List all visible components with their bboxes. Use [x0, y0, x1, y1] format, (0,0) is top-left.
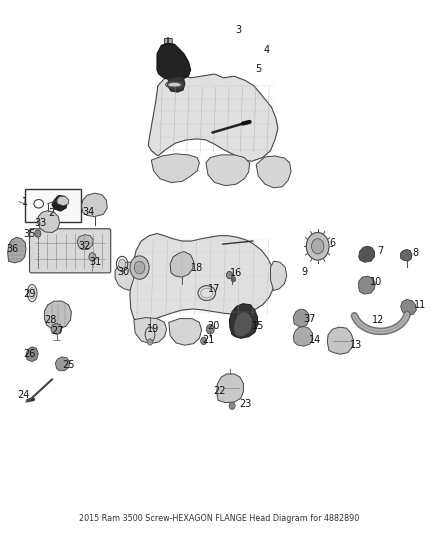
Text: 26: 26 [23, 349, 35, 359]
Text: 14: 14 [309, 335, 321, 345]
Text: 27: 27 [51, 326, 64, 336]
Text: 1: 1 [21, 197, 28, 207]
Text: 13: 13 [350, 340, 363, 350]
Text: 31: 31 [90, 257, 102, 267]
Polygon shape [8, 237, 26, 263]
Polygon shape [293, 327, 313, 346]
Text: 24: 24 [17, 390, 30, 400]
Polygon shape [359, 276, 375, 294]
Text: 15: 15 [252, 321, 265, 331]
Text: 5: 5 [255, 64, 261, 74]
Circle shape [306, 232, 329, 260]
Text: 29: 29 [23, 289, 35, 299]
Polygon shape [234, 312, 252, 337]
Circle shape [231, 277, 236, 282]
Text: 10: 10 [370, 278, 382, 287]
Text: 2015 Ram 3500 Screw-HEXAGON FLANGE Head Diagram for 4882890: 2015 Ram 3500 Screw-HEXAGON FLANGE Head … [79, 514, 359, 523]
Polygon shape [401, 300, 417, 316]
Text: 21: 21 [202, 335, 214, 345]
Text: 35: 35 [23, 229, 35, 239]
Polygon shape [38, 211, 60, 232]
Polygon shape [401, 249, 412, 261]
Text: 11: 11 [414, 300, 426, 310]
Circle shape [311, 239, 324, 254]
Circle shape [148, 339, 152, 345]
Text: 7: 7 [378, 246, 384, 255]
Text: 6: 6 [329, 238, 336, 247]
Text: 18: 18 [191, 263, 203, 272]
FancyBboxPatch shape [29, 229, 111, 273]
Polygon shape [52, 195, 67, 211]
Text: 36: 36 [7, 245, 19, 254]
Text: 2: 2 [48, 208, 54, 219]
Circle shape [206, 325, 214, 334]
Text: 33: 33 [34, 218, 46, 228]
Text: 23: 23 [239, 399, 251, 409]
Text: 4: 4 [264, 45, 270, 55]
Text: 20: 20 [208, 321, 220, 331]
Polygon shape [81, 193, 107, 216]
Text: 9: 9 [301, 267, 307, 277]
Polygon shape [115, 262, 134, 290]
Polygon shape [77, 235, 93, 249]
Polygon shape [26, 347, 38, 362]
Text: 22: 22 [213, 386, 225, 397]
Ellipse shape [29, 287, 35, 299]
Polygon shape [206, 155, 250, 185]
Polygon shape [51, 324, 62, 335]
Text: 30: 30 [117, 267, 129, 277]
Circle shape [130, 256, 149, 279]
Polygon shape [327, 327, 353, 354]
Text: 28: 28 [45, 314, 57, 325]
Ellipse shape [201, 288, 213, 298]
Polygon shape [134, 318, 166, 344]
Polygon shape [167, 76, 185, 92]
Polygon shape [293, 309, 309, 327]
Polygon shape [130, 233, 275, 322]
Text: 32: 32 [78, 241, 91, 251]
Circle shape [229, 402, 235, 409]
Polygon shape [359, 246, 374, 262]
Polygon shape [256, 156, 291, 188]
Polygon shape [157, 43, 191, 80]
Circle shape [35, 230, 41, 237]
Polygon shape [151, 154, 199, 182]
Bar [25, 189, 81, 222]
Polygon shape [217, 374, 244, 402]
Ellipse shape [119, 259, 126, 269]
Circle shape [134, 261, 145, 274]
Text: 19: 19 [146, 324, 159, 334]
Polygon shape [55, 357, 70, 370]
Polygon shape [57, 196, 69, 206]
Circle shape [226, 271, 233, 279]
Text: 12: 12 [372, 314, 385, 325]
Polygon shape [230, 304, 258, 338]
Polygon shape [170, 252, 194, 277]
Text: 37: 37 [304, 313, 316, 324]
Ellipse shape [168, 83, 181, 87]
Polygon shape [148, 74, 278, 161]
Polygon shape [44, 301, 71, 329]
Text: 3: 3 [236, 25, 242, 35]
Circle shape [89, 253, 96, 261]
Text: 34: 34 [82, 207, 94, 217]
Polygon shape [271, 261, 287, 290]
Text: 25: 25 [62, 360, 74, 370]
Text: 8: 8 [413, 248, 419, 258]
Circle shape [201, 337, 207, 345]
Text: 17: 17 [208, 284, 221, 294]
FancyBboxPatch shape [164, 38, 172, 45]
Text: 16: 16 [230, 268, 243, 278]
Polygon shape [169, 319, 201, 345]
